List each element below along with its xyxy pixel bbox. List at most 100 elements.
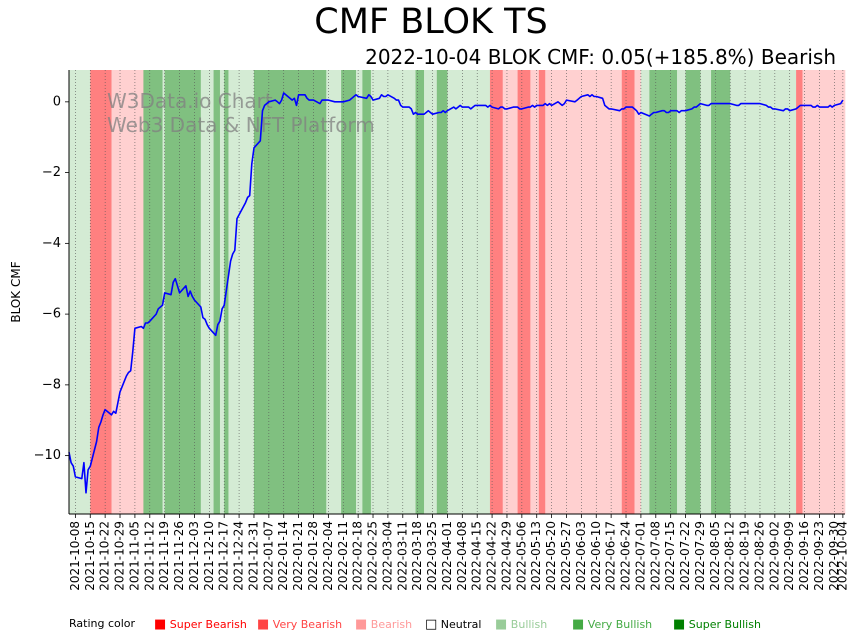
legend-item-super-bearish: ■ Super Bearish — [154, 617, 247, 632]
rating-band-bullish — [370, 70, 416, 514]
x-tick-label: 2022-02-11 — [336, 521, 350, 591]
y-tick-label: −4 — [42, 236, 61, 251]
x-tick-label: 2022-08-05 — [708, 521, 722, 591]
x-tick-label: 2022-04-22 — [485, 521, 499, 591]
y-axis-label: BLOK CMF — [9, 261, 23, 322]
rating-band-very-bearish — [90, 70, 112, 514]
x-tick-label: 2022-06-10 — [589, 521, 603, 591]
rating-band-bearish — [545, 70, 623, 514]
rating-band-bearish — [634, 70, 642, 514]
x-tick-label: 2022-03-25 — [425, 521, 439, 591]
rating-band-bearish — [802, 70, 846, 514]
rating-band-bearish — [502, 70, 518, 514]
x-tick-label: 2021-12-17 — [217, 521, 231, 591]
rating-band-very-bullish — [436, 70, 448, 514]
y-tick-label: −2 — [42, 165, 61, 180]
rating-band-very-bullish — [143, 70, 163, 514]
rating-band-very-bearish — [517, 70, 531, 514]
x-tick-label: 2021-10-22 — [98, 521, 112, 591]
legend-item-neutral: □ Neutral — [425, 617, 482, 632]
x-tick-label: 2021-12-31 — [246, 521, 260, 591]
x-tick-label: 2022-01-28 — [306, 521, 320, 591]
x-tick-label: 2021-12-10 — [202, 521, 216, 591]
x-tick-label: 2021-10-08 — [68, 521, 82, 591]
rating-band-very-bearish — [538, 70, 546, 514]
x-gridlines — [75, 70, 844, 514]
x-tick-label: 2021-11-12 — [142, 521, 156, 591]
rating-band-bullish — [232, 70, 255, 514]
x-tick-label: 2022-06-17 — [604, 521, 618, 591]
legend-item-very-bullish: ■ Very Bullish — [572, 617, 653, 632]
cmf-series-line — [68, 92, 844, 494]
rating-band-very-bullish — [213, 70, 221, 514]
rating-band-very-bullish — [415, 70, 425, 514]
x-tick-label: 2021-10-29 — [113, 521, 127, 591]
x-axis-ticks: 2021-10-08 2021-10-15 2021-10-22 2021-10-29… — [68, 514, 849, 591]
x-tick-label: 2021-11-05 — [127, 521, 141, 591]
rating-band-very-bullish — [341, 70, 357, 514]
y-axis-ticks: 0 −2 −4 −6 −8 −10 — [34, 94, 69, 463]
x-tick-label: 2021-12-03 — [187, 521, 201, 591]
x-tick-label: 2022-07-22 — [678, 521, 692, 591]
rating-band-bullish — [200, 70, 214, 514]
y-tick-label: 0 — [53, 94, 61, 109]
rating-band-very-bearish — [796, 70, 803, 514]
x-tick-label: 2022-05-13 — [529, 521, 543, 591]
rating-band-bearish — [111, 70, 144, 514]
x-tick-label: 2022-01-07 — [261, 521, 275, 591]
x-tick-label: 2022-10-04 — [835, 521, 849, 591]
x-tick-label: 2022-02-25 — [366, 521, 380, 591]
x-tick-label: 2022-09-23 — [812, 521, 826, 591]
x-tick-label: 2022-01-14 — [276, 521, 290, 591]
x-tick-label: 2022-07-08 — [648, 521, 662, 591]
series-layer — [68, 92, 844, 494]
rating-band-bullish — [162, 70, 165, 514]
x-tick-label: 2022-01-21 — [291, 521, 305, 591]
rating-band-very-bearish — [489, 70, 504, 514]
x-tick-label: 2022-02-04 — [321, 521, 335, 591]
x-tick-label: 2021-11-26 — [172, 521, 186, 591]
legend-item-super-bullish: ■ Super Bullish — [673, 617, 761, 632]
y-tick-label: −8 — [42, 377, 61, 392]
rating-band-bullish — [424, 70, 438, 514]
x-tick-label: 2021-10-15 — [83, 521, 97, 591]
rating-band-very-bullish — [649, 70, 678, 514]
x-tick-label: 2021-12-24 — [232, 521, 246, 591]
x-tick-label: 2022-04-15 — [470, 521, 484, 591]
x-tick-label: 2022-09-09 — [782, 521, 796, 591]
rating-band-bullish — [730, 70, 797, 514]
x-tick-label: 2022-03-04 — [380, 521, 394, 591]
y-tick-label: −6 — [42, 307, 61, 322]
rating-band-bearish — [530, 70, 540, 514]
legend-item-bullish: ■ Bullish — [495, 617, 548, 632]
rating-band-very-bullish — [711, 70, 731, 514]
x-tick-label: 2022-02-18 — [351, 521, 365, 591]
rating-band-very-bearish — [621, 70, 635, 514]
rating-band-very-bullish — [685, 70, 701, 514]
x-tick-label: 2022-03-11 — [395, 521, 409, 591]
rating-band-bullish — [69, 70, 91, 514]
rating-band-very-bullish — [362, 70, 372, 514]
x-tick-label: 2022-09-02 — [767, 521, 781, 591]
rating-bands — [69, 70, 846, 514]
watermark-line: W3Data.io Chart — [107, 89, 273, 113]
x-tick-label: 2022-05-27 — [559, 521, 573, 591]
legend-item-very-bearish: ■ Very Bearish — [257, 617, 343, 632]
x-tick-label: 2022-04-08 — [455, 521, 469, 591]
x-tick-label: 2022-06-03 — [574, 521, 588, 591]
rating-band-bullish — [640, 70, 650, 514]
rating-band-bullish — [677, 70, 686, 514]
x-tick-label: 2022-04-01 — [440, 521, 454, 591]
x-tick-label: 2022-07-15 — [663, 521, 677, 591]
x-tick-label: 2022-06-24 — [619, 521, 633, 591]
x-tick-label: 2022-09-16 — [797, 521, 811, 591]
chart-title: CMF BLOK TS — [314, 2, 548, 42]
rating-band-bullish — [326, 70, 342, 514]
chart-subtitle: 2022-10-04 BLOK CMF: 0.05(+185.8%) Beari… — [365, 45, 836, 69]
x-tick-label: 2022-05-06 — [514, 521, 528, 591]
legend-item-bearish: ■ Bearish — [355, 617, 413, 632]
watermark-line: Web3 Data & NFT Platform — [107, 113, 375, 137]
x-tick-label: 2022-04-29 — [499, 521, 513, 591]
rating-band-bullish — [228, 70, 234, 514]
